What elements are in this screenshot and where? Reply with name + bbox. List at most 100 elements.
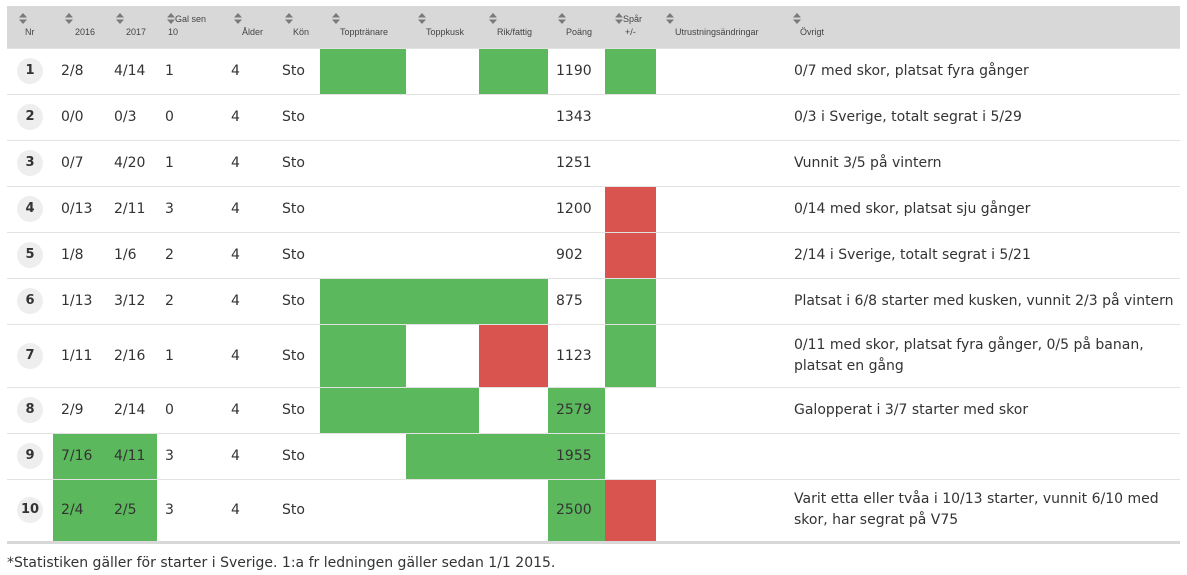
col-header-label: Spår: [623, 14, 643, 24]
cell-gal: 3: [157, 432, 223, 479]
cell-rikfattig: [479, 432, 548, 479]
col-header-toppkusk[interactable]: Toppkusk: [406, 6, 479, 48]
cell-gal: 1: [157, 139, 223, 186]
cell-alder: 4: [223, 139, 274, 186]
cell-nr: 1: [7, 47, 53, 94]
cell-utrustning: [656, 139, 786, 186]
cell-topptranare: [320, 386, 406, 433]
cell-gal: 3: [157, 185, 223, 232]
col-header-2016[interactable]: 2016: [53, 6, 106, 48]
cell-ovrigt: Platsat i 6/8 starter med kusken, vunnit…: [786, 277, 1180, 324]
cell-2017: 4/20: [106, 139, 157, 186]
cell-poang: 1251: [548, 139, 605, 186]
col-header-gal-sen-10[interactable]: Gal sen 10: [157, 6, 223, 48]
table-row: 9 7/16 4/11 3 4 Sto 1955: [7, 432, 1180, 479]
cell-poang: 1123: [548, 323, 605, 387]
cell-ovrigt: 0/3 i Sverige, totalt segrat i 5/29: [786, 93, 1180, 140]
row-number-badge: 5: [17, 242, 43, 268]
cell-alder: 4: [223, 386, 274, 433]
col-header-rikfattig[interactable]: Rik/fattig: [479, 6, 548, 48]
cell-rikfattig: [479, 386, 548, 433]
col-header-label: Nr: [25, 27, 35, 37]
row-number-badge: 4: [17, 196, 43, 222]
cell-2016: 2/8: [53, 47, 106, 94]
sort-icon: [65, 13, 73, 24]
row-number-badge: 3: [17, 150, 43, 176]
table-row: 5 1/8 1/6 2 4 Sto 902 2/14 i Sverige, to…: [7, 231, 1180, 278]
cell-rikfattig: [479, 323, 548, 387]
cell-kon: Sto: [274, 386, 320, 433]
cell-nr: 6: [7, 277, 53, 324]
cell-topptranare: [320, 139, 406, 186]
cell-2016: 0/7: [53, 139, 106, 186]
cell-spar: [605, 231, 656, 278]
cell-ovrigt: Galopperat i 3/7 starter med skor: [786, 386, 1180, 433]
table-row: 3 0/7 4/20 1 4 Sto 1251 Vunnit 3/5 på vi…: [7, 139, 1180, 186]
cell-toppkusk: [406, 277, 479, 324]
cell-gal: 2: [157, 277, 223, 324]
table-row: 4 0/13 2/11 3 4 Sto 1200 0/14 med skor, …: [7, 185, 1180, 232]
cell-nr: 10: [7, 478, 53, 544]
col-header-label: Rik/fattig: [497, 27, 533, 37]
col-header-nr[interactable]: Nr: [7, 6, 53, 48]
footnote: *Statistiken gäller för starter i Sverig…: [7, 555, 556, 571]
sort-icon: [285, 13, 293, 24]
cell-rikfattig: [479, 231, 548, 278]
col-header-ovrigt[interactable]: Övrigt: [786, 6, 1180, 48]
cell-2017: 4/11: [106, 432, 157, 479]
cell-2016: 1/8: [53, 231, 106, 278]
cell-nr: 2: [7, 93, 53, 140]
cell-2017: 4/14: [106, 47, 157, 94]
cell-2016: 1/11: [53, 323, 106, 387]
cell-rikfattig: [479, 47, 548, 94]
cell-2016: 7/16: [53, 432, 106, 479]
sort-icon: [234, 13, 242, 24]
col-header-kon[interactable]: Kön: [274, 6, 320, 48]
cell-ovrigt: 0/11 med skor, platsat fyra gånger, 0/5 …: [786, 323, 1180, 387]
cell-toppkusk: [406, 323, 479, 387]
sort-icon: [332, 13, 340, 24]
row-number-badge: 1: [17, 58, 43, 84]
sort-icon: [167, 13, 175, 24]
row-number-badge: 9: [17, 443, 43, 469]
col-header-2017[interactable]: 2017: [106, 6, 157, 48]
cell-topptranare: [320, 93, 406, 140]
cell-gal: 0: [157, 386, 223, 433]
cell-topptranare: [320, 231, 406, 278]
cell-toppkusk: [406, 185, 479, 232]
cell-topptranare: [320, 432, 406, 479]
cell-spar: [605, 323, 656, 387]
row-number-badge: 10: [17, 497, 43, 523]
cell-utrustning: [656, 386, 786, 433]
cell-2017: 0/3: [106, 93, 157, 140]
cell-kon: Sto: [274, 185, 320, 232]
cell-topptranare: [320, 185, 406, 232]
col-header-poang[interactable]: Poäng: [548, 6, 605, 48]
col-header-label: Gal sen: [175, 14, 207, 24]
cell-alder: 4: [223, 185, 274, 232]
cell-ovrigt: Varit etta eller tvåa i 10/13 starter, v…: [786, 478, 1180, 544]
cell-spar: [605, 47, 656, 94]
cell-spar: [605, 139, 656, 186]
col-header-label: 2016: [75, 27, 96, 37]
cell-spar: [605, 277, 656, 324]
cell-utrustning: [656, 277, 786, 324]
col-header-spar[interactable]: Spår +/-: [605, 6, 656, 48]
cell-toppkusk: [406, 93, 479, 140]
cell-2017: 2/14: [106, 386, 157, 433]
col-header-alder[interactable]: Ålder: [223, 6, 274, 48]
col-header-label: Övrigt: [800, 27, 825, 37]
cell-alder: 4: [223, 323, 274, 387]
cell-rikfattig: [479, 277, 548, 324]
cell-rikfattig: [479, 93, 548, 140]
cell-kon: Sto: [274, 139, 320, 186]
col-header-label-line2: +/-: [625, 27, 636, 37]
col-header-topptranare[interactable]: Topptränare: [320, 6, 406, 48]
col-header-label: Toppkusk: [426, 27, 465, 37]
col-header-utrustningsandringar[interactable]: Utrustningsändringar: [656, 6, 786, 48]
col-header-label-line2: 10: [168, 27, 179, 37]
cell-2017: 2/11: [106, 185, 157, 232]
col-header-label: 2017: [126, 27, 147, 37]
sort-icon: [418, 13, 426, 24]
cell-topptranare: [320, 277, 406, 324]
